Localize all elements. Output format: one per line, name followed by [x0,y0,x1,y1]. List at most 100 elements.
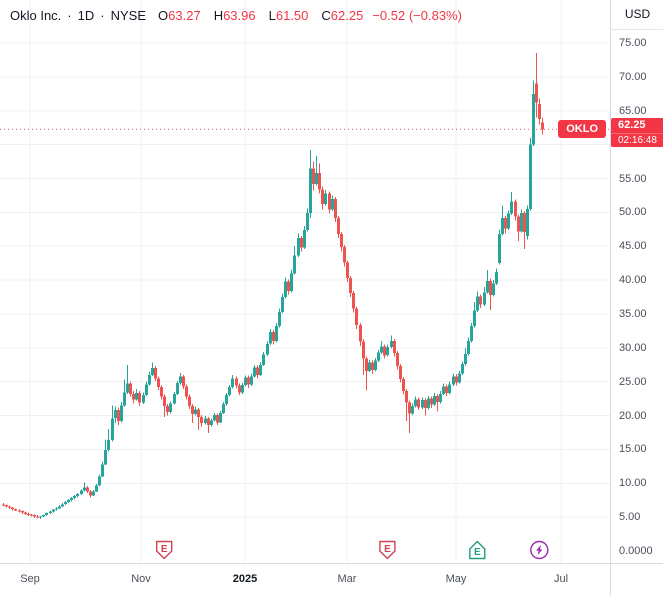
candle-body [483,292,486,305]
price-tick-label: 45.00 [619,240,647,252]
candle-body [18,510,21,512]
candle-body [154,368,157,379]
price-tick-label: 5.00 [619,511,641,523]
candle-body [337,217,340,235]
interval-label[interactable]: 1D [77,8,95,23]
candle-body [275,326,278,341]
candle-body [318,173,321,190]
candle-body [24,512,27,514]
candle-body [498,234,501,264]
candle-body [529,144,532,209]
candle-body [365,358,368,371]
close-value: C62.25 [321,8,364,23]
price-tick-label: 15.00 [619,443,647,455]
candle-body [272,332,275,341]
symbol-price-tag[interactable]: OKLO [558,120,606,138]
price-tick-label: 20.00 [619,410,647,422]
earnings-miss-icon[interactable]: E [155,540,173,560]
candle-body [188,396,191,407]
symbol-title[interactable]: Oklo Inc. [10,8,62,23]
candle-body [380,346,383,353]
candle-body [489,280,492,295]
earnings-miss-icon[interactable]: E [379,540,396,560]
candle-body [520,213,523,232]
candle-body [281,297,284,312]
candle-body [27,513,30,515]
candle-body [383,346,386,356]
candle-body [98,476,101,486]
price-tick-label: 50.00 [619,206,647,218]
candle-body [166,406,169,413]
candle-body [2,504,5,506]
candle-body [14,509,17,511]
power-bolt-icon[interactable] [530,540,549,560]
candle-body [517,216,520,232]
svg-text:E: E [161,544,168,555]
candle-body [169,403,172,413]
price-tick-label: 70.00 [619,71,647,83]
currency-unit-button[interactable]: USD [611,0,663,30]
axis-corner-divider [610,564,611,596]
price-tick-label: 35.00 [619,308,647,320]
candle-body [278,311,281,327]
candle-body [430,398,433,405]
chart-plot-area[interactable]: E E E [0,0,610,563]
exchange-label: NYSE [110,8,147,23]
time-tick-label: Jul [553,573,569,585]
candle-body [52,509,55,512]
candle-body [55,508,58,510]
earnings-beat-icon[interactable]: E [469,540,486,560]
candle-body [309,168,312,213]
price-axis[interactable]: USD 75.00 70.00 65.00 55.00 50.00 45.00 40.00 3… [610,0,663,563]
candle-body [433,395,436,405]
candle-body [470,326,473,341]
time-axis[interactable]: Sep Nov 2025 Mar May Jul [0,563,663,596]
candle-body [312,168,315,184]
candle-body [194,409,197,415]
candlestick-plot[interactable]: E E E [0,0,610,563]
candle-body [219,412,222,423]
candle-body [349,278,352,293]
candle-body [132,393,135,400]
candle-body [514,201,517,217]
candle-body [448,384,451,394]
candle-body [445,386,448,394]
candle-body [458,373,461,383]
candle-body [49,511,52,514]
candle-body [210,420,213,425]
candle-body [111,418,114,440]
candle-body [290,273,293,291]
last-price-label[interactable]: 62.25 02:16:48 [611,118,663,147]
candle-body [467,341,470,354]
candle-body [479,296,482,305]
candle-body [135,393,138,400]
change-value: −0.52 (−0.83%) [372,8,462,23]
time-tick-label: May [445,573,467,585]
candle-body [5,504,8,507]
candle-body [328,193,331,210]
candle-body [80,490,83,495]
candle-body [250,376,253,385]
time-tick-label: 2025 [232,573,258,585]
candle-body [76,494,79,497]
candle-wick [437,393,438,412]
candle-body [473,310,476,327]
candle-body [359,324,362,342]
candle-body [204,418,207,423]
candle-body [89,491,92,496]
candle-body [148,374,151,385]
candle-body [129,383,132,394]
price-tick-label: 75.00 [619,37,647,49]
candle-body [266,343,269,355]
candle-body [386,347,389,356]
candle-body [269,332,272,344]
price-tick-label: 10.00 [619,477,647,489]
candle-body [368,362,371,371]
candle-body [340,234,343,247]
candle-body [235,378,238,386]
candle-body [231,378,234,388]
candle-body [414,399,417,407]
candle-body [362,341,365,359]
candle-body [61,504,64,507]
candle-body [377,352,380,361]
